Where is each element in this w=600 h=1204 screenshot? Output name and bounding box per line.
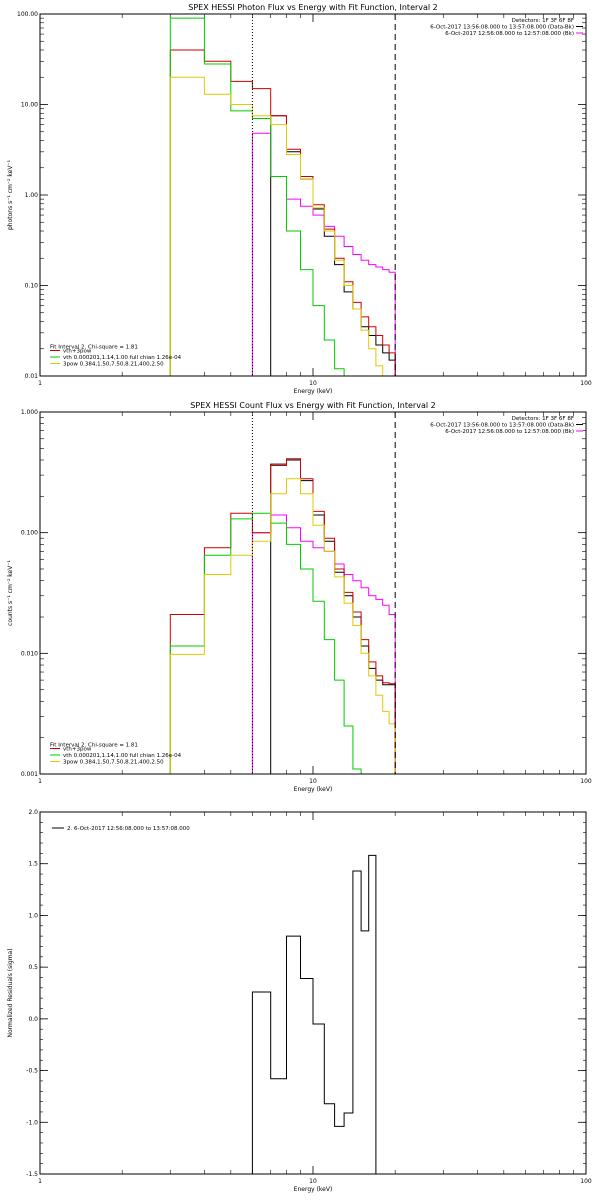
series-line-4 bbox=[169, 512, 396, 774]
y-tick-label: 0.10 bbox=[25, 283, 39, 290]
legend-entry: vth 0.000201,1.14,1.00 full chian 1.26e-… bbox=[63, 355, 182, 361]
x-tick-label: 1 bbox=[38, 1178, 42, 1185]
y-tick-label: 0.001 bbox=[21, 771, 38, 778]
x-tick-label: 10 bbox=[309, 778, 317, 785]
y-axis-label: Normalized Residuals (sigma) bbox=[7, 948, 14, 1037]
chart-panel-3: 1 10 100 -1.5 -1.0 -0.5 0.0 0.5 1.0 1.5 2.0 Energy … bbox=[7, 809, 592, 1193]
x-tick-label: 100 bbox=[580, 1178, 592, 1185]
annotation-line: 6-Oct-2017 12:56:08.000 to 12:57:08.000 … bbox=[445, 429, 574, 435]
annotation-line: 6-Oct-2017 13:56:08.000 to 13:57:08.000 … bbox=[430, 25, 574, 31]
series-line-2 bbox=[251, 514, 396, 774]
legend-entry: 3pow 0.384,1.50,7.50,8.21,400,2.50 bbox=[63, 362, 164, 368]
legend-entry: vth+3pow bbox=[63, 349, 92, 355]
y-tick-label: -1.5 bbox=[26, 1171, 38, 1178]
x-tick-label: 100 bbox=[580, 380, 592, 387]
y-tick-label: 0.01 bbox=[25, 373, 39, 380]
series-line-1 bbox=[251, 854, 377, 1174]
y-tick-label: 1.5 bbox=[28, 861, 38, 868]
x-tick-label: 10 bbox=[309, 1178, 317, 1185]
legend-entry: vth 0.000201,1.14,1.00 full chian 1.26e-… bbox=[63, 753, 182, 759]
y-axis-label: photons s⁻¹ cm⁻² keV⁻¹ bbox=[7, 159, 14, 230]
plot-frame bbox=[39, 411, 587, 775]
y-tick-label: -1.0 bbox=[26, 1119, 38, 1126]
legend-entry: vth+3pow bbox=[63, 747, 92, 753]
y-tick-label: 0.010 bbox=[21, 650, 38, 657]
x-tick-label: 1 bbox=[38, 778, 42, 785]
plot-area bbox=[169, 17, 396, 376]
series-line-5 bbox=[169, 478, 396, 774]
y-tick-label: 1.0 bbox=[28, 912, 38, 919]
annotation-line: Detectors: 1F 3F 6F 8F bbox=[512, 18, 574, 24]
series-line-1 bbox=[270, 459, 396, 774]
x-axis-label: Energy (keV) bbox=[294, 1186, 333, 1193]
annotation-line: 6-Oct-2017 12:56:08.000 to 12:57:08.000 … bbox=[445, 31, 574, 37]
legend-header: Fit Interval 2. Chi-square = 1.81 bbox=[50, 345, 138, 351]
series-line-3 bbox=[169, 458, 396, 774]
y-tick-label: -0.5 bbox=[26, 1068, 38, 1075]
legend-header: Fit Interval 2. Chi-square = 1.81 bbox=[50, 743, 138, 749]
y-tick-label: 0.100 bbox=[21, 530, 38, 537]
plot-area bbox=[251, 854, 377, 1174]
chart-panel-1: SPEX HESSI Photon Flux vs Energy with Fi… bbox=[7, 3, 592, 395]
series-line-5 bbox=[169, 76, 396, 376]
chart-title: SPEX HESSI Photon Flux vs Energy with Fi… bbox=[188, 3, 438, 12]
x-tick-label: 100 bbox=[580, 778, 592, 785]
y-tick-label: 10.00 bbox=[21, 102, 38, 109]
y-tick-label: 1.000 bbox=[21, 409, 38, 416]
y-tick-label: 2.0 bbox=[28, 809, 38, 816]
annotation-line: Detectors: 1F 3F 6F 8F bbox=[512, 416, 574, 422]
annotation-line: 6-Oct-2017 13:56:08.000 to 13:57:08.000 … bbox=[430, 423, 574, 429]
y-tick-label: 0.0 bbox=[28, 1016, 38, 1023]
plot-frame bbox=[39, 13, 587, 377]
x-axis-label: Energy (keV) bbox=[294, 388, 333, 395]
chart-panel-2: SPEX HESSI Count Flux vs Energy with Fit… bbox=[7, 401, 592, 793]
x-tick-label: 10 bbox=[309, 380, 317, 387]
plot-frame bbox=[39, 811, 587, 1175]
y-axis-label: counts s⁻¹ cm⁻² keV⁻¹ bbox=[7, 560, 14, 626]
plot-area bbox=[169, 458, 396, 774]
legend-entry: 2. 6-Oct-2017 12:56:08.000 to 13:57:08.0… bbox=[67, 826, 190, 832]
y-tick-label: 0.5 bbox=[28, 964, 38, 971]
x-tick-label: 1 bbox=[38, 380, 42, 387]
legend-entry: 3pow 0.384,1.50,7.50,8.21,400,2.50 bbox=[63, 760, 164, 766]
series-line-3 bbox=[169, 49, 396, 376]
x-axis-label: Energy (keV) bbox=[294, 786, 333, 793]
y-tick-label: 100.00 bbox=[17, 11, 38, 18]
chart-title: SPEX HESSI Count Flux vs Energy with Fit… bbox=[190, 401, 435, 410]
y-tick-label: 1.00 bbox=[25, 192, 39, 199]
